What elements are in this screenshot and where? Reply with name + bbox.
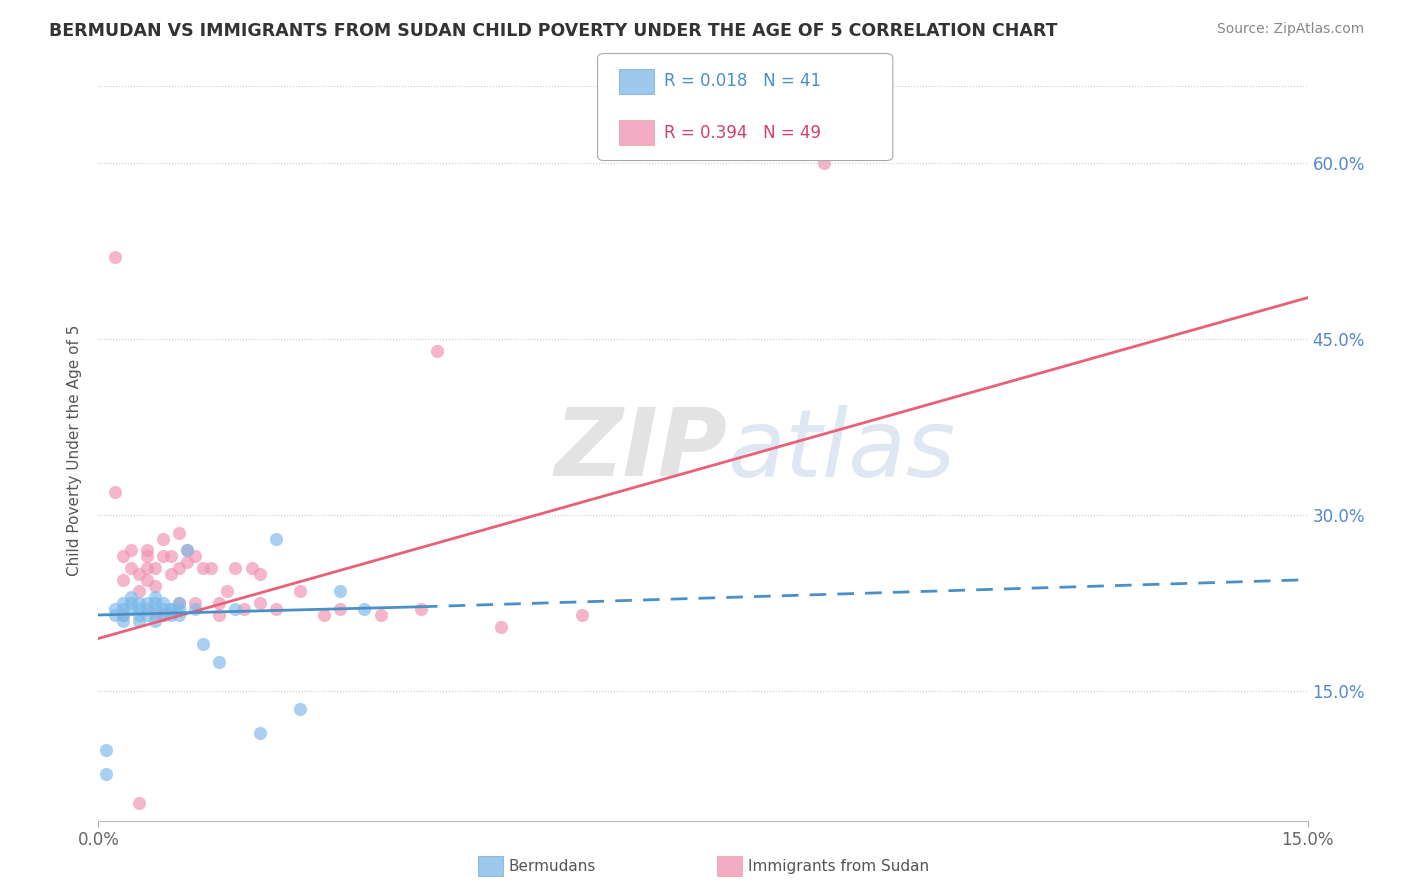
Point <box>264 532 287 546</box>
Point <box>160 602 183 616</box>
Text: R = 0.394   N = 49: R = 0.394 N = 49 <box>664 124 821 142</box>
Point <box>224 602 246 616</box>
Text: BERMUDAN VS IMMIGRANTS FROM SUDAN CHILD POVERTY UNDER THE AGE OF 5 CORRELATION C: BERMUDAN VS IMMIGRANTS FROM SUDAN CHILD … <box>49 22 1057 40</box>
Point <box>152 549 174 564</box>
Point <box>167 607 190 622</box>
Point <box>96 766 118 780</box>
Point <box>103 484 125 499</box>
Point <box>813 155 835 169</box>
Point <box>264 602 287 616</box>
Point <box>152 607 174 622</box>
Point <box>200 561 222 575</box>
Point <box>176 543 198 558</box>
Text: Bermudans: Bermudans <box>509 859 596 873</box>
Point <box>135 543 157 558</box>
Text: atlas: atlas <box>727 405 956 496</box>
Text: Immigrants from Sudan: Immigrants from Sudan <box>748 859 929 873</box>
Point <box>217 584 239 599</box>
Point <box>120 561 142 575</box>
Point <box>329 584 352 599</box>
Point <box>224 561 246 575</box>
Point <box>135 596 157 610</box>
Point <box>143 561 166 575</box>
Point <box>143 614 166 628</box>
Point <box>143 579 166 593</box>
Point <box>160 607 183 622</box>
Point <box>143 591 166 605</box>
Point <box>120 596 142 610</box>
Point <box>128 602 150 616</box>
Point <box>571 607 593 622</box>
Point <box>128 796 150 810</box>
Point <box>135 549 157 564</box>
Point <box>111 549 134 564</box>
Point <box>143 602 166 616</box>
Point <box>240 561 263 575</box>
Point <box>409 602 432 616</box>
Point <box>135 561 157 575</box>
Point <box>103 607 125 622</box>
Point <box>232 602 254 616</box>
Point <box>111 573 134 587</box>
Point <box>167 596 190 610</box>
Point <box>249 596 271 610</box>
Point <box>167 596 190 610</box>
Point <box>208 596 231 610</box>
Point <box>128 614 150 628</box>
Y-axis label: Child Poverty Under the Age of 5: Child Poverty Under the Age of 5 <box>67 325 83 576</box>
Text: Source: ZipAtlas.com: Source: ZipAtlas.com <box>1216 22 1364 37</box>
Point <box>143 596 166 610</box>
Point <box>160 566 183 581</box>
Point <box>111 602 134 616</box>
Point <box>152 596 174 610</box>
Point <box>491 620 513 634</box>
Point <box>135 607 157 622</box>
Point <box>329 602 352 616</box>
Point <box>288 702 311 716</box>
Point <box>111 607 134 622</box>
Point <box>128 566 150 581</box>
Point <box>135 602 157 616</box>
Point <box>314 607 336 622</box>
Point <box>167 525 190 540</box>
Point <box>184 549 207 564</box>
Point <box>249 725 271 739</box>
Point <box>208 607 231 622</box>
Point <box>193 637 215 651</box>
Point <box>128 596 150 610</box>
Text: R = 0.018   N = 41: R = 0.018 N = 41 <box>664 72 821 90</box>
Point <box>160 549 183 564</box>
Point <box>184 596 207 610</box>
Point <box>120 543 142 558</box>
Point <box>176 543 198 558</box>
Point <box>370 607 392 622</box>
Point <box>152 607 174 622</box>
Point <box>160 602 183 616</box>
Point <box>184 602 207 616</box>
Point <box>193 561 215 575</box>
Point <box>128 607 150 622</box>
Point <box>111 614 134 628</box>
Point <box>167 561 190 575</box>
Point <box>96 743 118 757</box>
Point <box>128 584 150 599</box>
Point <box>152 532 174 546</box>
Point <box>143 607 166 622</box>
Point <box>103 602 125 616</box>
Point <box>152 602 174 616</box>
Point <box>208 655 231 669</box>
Text: ZIP: ZIP <box>554 404 727 497</box>
Point <box>249 566 271 581</box>
Point <box>120 602 142 616</box>
Point <box>353 602 375 616</box>
Point <box>120 591 142 605</box>
Point <box>135 573 157 587</box>
Point <box>167 602 190 616</box>
Point <box>426 343 449 358</box>
Point <box>111 607 134 622</box>
Point <box>288 584 311 599</box>
Point <box>176 555 198 569</box>
Point <box>103 250 125 264</box>
Point <box>111 596 134 610</box>
